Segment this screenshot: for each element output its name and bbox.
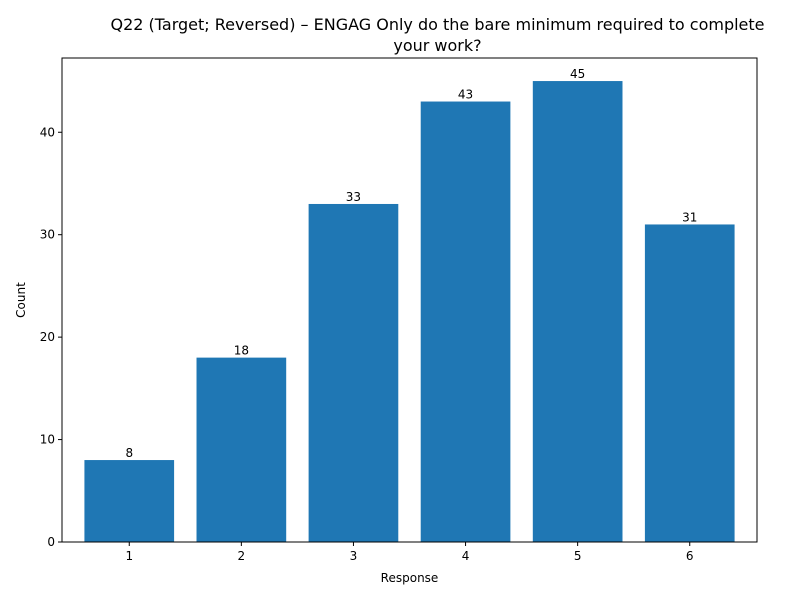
bar-6 (644, 224, 735, 542)
y-tick-label-20: 20 (40, 330, 55, 344)
bar-2 (196, 357, 287, 542)
y-tick-label-30: 30 (40, 228, 55, 242)
x-axis: 1 2 3 4 5 6 (125, 542, 694, 563)
bar-4 (420, 101, 511, 542)
bar-3 (308, 203, 399, 542)
data-label-3: 33 (346, 190, 361, 204)
chart-title-line-1: Q22 (Target; Reversed) – ENGAG Only do t… (110, 15, 764, 34)
x-tick-label-6: 6 (686, 549, 694, 563)
bar-1 (84, 460, 175, 542)
data-label-1: 8 (125, 446, 133, 460)
x-tick-label-3: 3 (350, 549, 358, 563)
y-axis-label: Count (14, 282, 28, 318)
y-axis: 0 10 20 30 40 (40, 125, 62, 549)
data-label-2: 18 (234, 344, 249, 358)
bars-layer (84, 81, 735, 543)
chart-title-line-2: your work? (393, 36, 481, 55)
data-label-5: 45 (570, 67, 585, 81)
y-tick-label-10: 10 (40, 433, 55, 447)
data-label-4: 43 (458, 88, 473, 102)
plot-frame (61, 57, 758, 543)
bar-5 (532, 81, 623, 543)
y-tick-label-0: 0 (47, 535, 55, 549)
x-axis-label: Response (381, 571, 439, 585)
y-tick-label-40: 40 (40, 125, 55, 139)
x-tick-label-1: 1 (125, 549, 133, 563)
data-label-6: 31 (682, 210, 697, 224)
data-labels-layer: 8 18 33 43 45 31 (125, 67, 697, 460)
x-tick-label-4: 4 (462, 549, 470, 563)
x-tick-label-2: 2 (238, 549, 246, 563)
x-tick-label-5: 5 (574, 549, 582, 563)
